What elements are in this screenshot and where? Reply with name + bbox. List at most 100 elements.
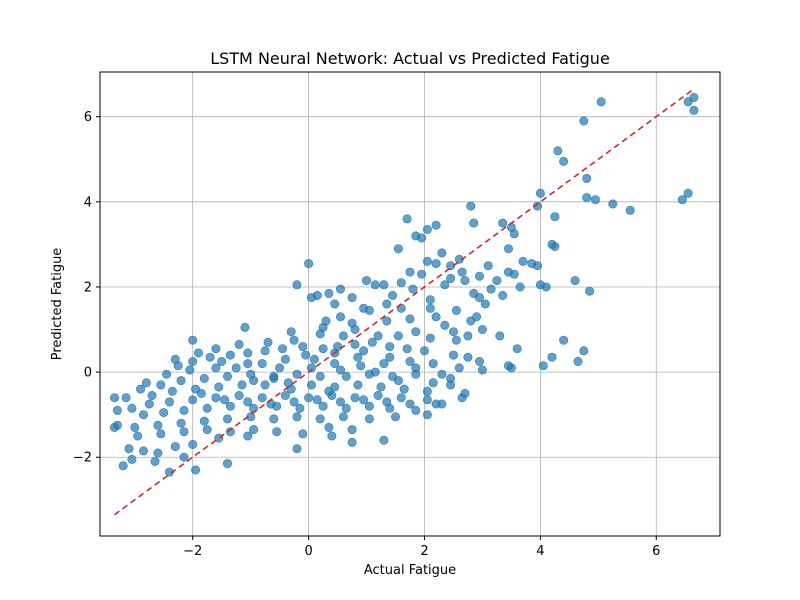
data-point <box>130 422 140 432</box>
data-point <box>396 393 406 403</box>
data-point <box>608 199 618 209</box>
data-point <box>538 361 548 371</box>
data-point <box>327 431 337 441</box>
data-point <box>225 401 235 411</box>
data-point <box>341 371 351 381</box>
data-point <box>590 195 600 205</box>
data-point <box>361 276 371 286</box>
data-point <box>431 259 441 269</box>
data-point <box>512 344 522 354</box>
data-point <box>150 456 160 466</box>
data-point <box>379 435 389 445</box>
data-point <box>249 425 259 435</box>
data-point <box>179 452 189 462</box>
data-point <box>306 363 316 373</box>
data-point <box>437 399 447 409</box>
data-point <box>364 401 374 411</box>
data-point <box>463 331 473 341</box>
data-point <box>446 373 456 383</box>
data-point <box>347 318 357 328</box>
data-point <box>139 410 149 420</box>
y-tick-label: 0 <box>84 366 92 381</box>
data-point <box>422 386 432 396</box>
data-point <box>223 371 233 381</box>
data-point <box>509 229 519 239</box>
data-point <box>217 356 227 366</box>
data-point <box>249 376 259 386</box>
data-point <box>159 408 169 418</box>
data-point <box>457 393 467 403</box>
data-point <box>318 344 328 354</box>
data-point <box>112 405 122 415</box>
data-point <box>385 352 395 362</box>
data-point <box>359 346 369 356</box>
data-point <box>179 427 189 437</box>
data-point <box>118 461 128 471</box>
data-point <box>211 393 221 403</box>
data-point <box>440 320 450 330</box>
data-point <box>139 446 149 456</box>
data-point <box>689 105 699 115</box>
data-point <box>324 386 334 396</box>
data-point <box>474 356 484 366</box>
data-point <box>422 410 432 420</box>
data-point <box>188 356 198 366</box>
data-point <box>304 393 314 403</box>
data-point <box>234 339 244 349</box>
data-point <box>243 431 253 441</box>
data-point <box>425 295 435 305</box>
data-point <box>220 395 230 405</box>
data-point <box>405 314 415 324</box>
data-point <box>350 393 360 403</box>
data-point <box>110 422 120 432</box>
data-point <box>503 244 513 254</box>
data-point <box>110 393 120 403</box>
data-point <box>315 414 325 424</box>
data-point <box>370 367 380 377</box>
y-tick-label: 2 <box>84 280 92 295</box>
data-point <box>298 429 308 439</box>
data-point <box>405 399 415 409</box>
data-point <box>579 346 589 356</box>
data-point <box>196 388 206 398</box>
data-point <box>364 414 374 424</box>
data-point <box>214 382 224 392</box>
data-point <box>677 195 687 205</box>
data-point <box>553 146 563 156</box>
data-point <box>141 378 151 388</box>
data-point <box>263 337 273 347</box>
data-point <box>292 280 302 290</box>
data-point <box>335 365 345 375</box>
data-point <box>359 395 369 405</box>
data-point <box>231 363 241 373</box>
data-point <box>124 444 134 454</box>
data-point <box>330 299 340 309</box>
data-point <box>304 259 314 269</box>
data-point <box>428 378 438 388</box>
data-point <box>477 365 487 375</box>
data-point <box>535 188 545 198</box>
data-point <box>318 322 328 332</box>
data-point <box>532 261 542 271</box>
data-point <box>165 397 175 407</box>
data-point <box>396 278 406 288</box>
data-point <box>202 425 212 435</box>
data-point <box>437 369 447 379</box>
data-point <box>147 390 157 400</box>
data-point <box>223 459 233 469</box>
data-point <box>408 284 418 294</box>
data-point <box>194 348 204 358</box>
x-tick-label: 2 <box>420 544 428 559</box>
plot-frame <box>99 71 721 537</box>
data-point <box>425 333 435 343</box>
x-tick-label: 4 <box>536 544 544 559</box>
data-point <box>335 397 345 407</box>
data-point <box>393 331 403 341</box>
data-point <box>280 354 290 364</box>
data-point <box>121 393 131 403</box>
data-point <box>425 303 435 313</box>
data-point <box>223 414 233 424</box>
data-point <box>167 386 177 396</box>
data-point <box>176 376 186 386</box>
